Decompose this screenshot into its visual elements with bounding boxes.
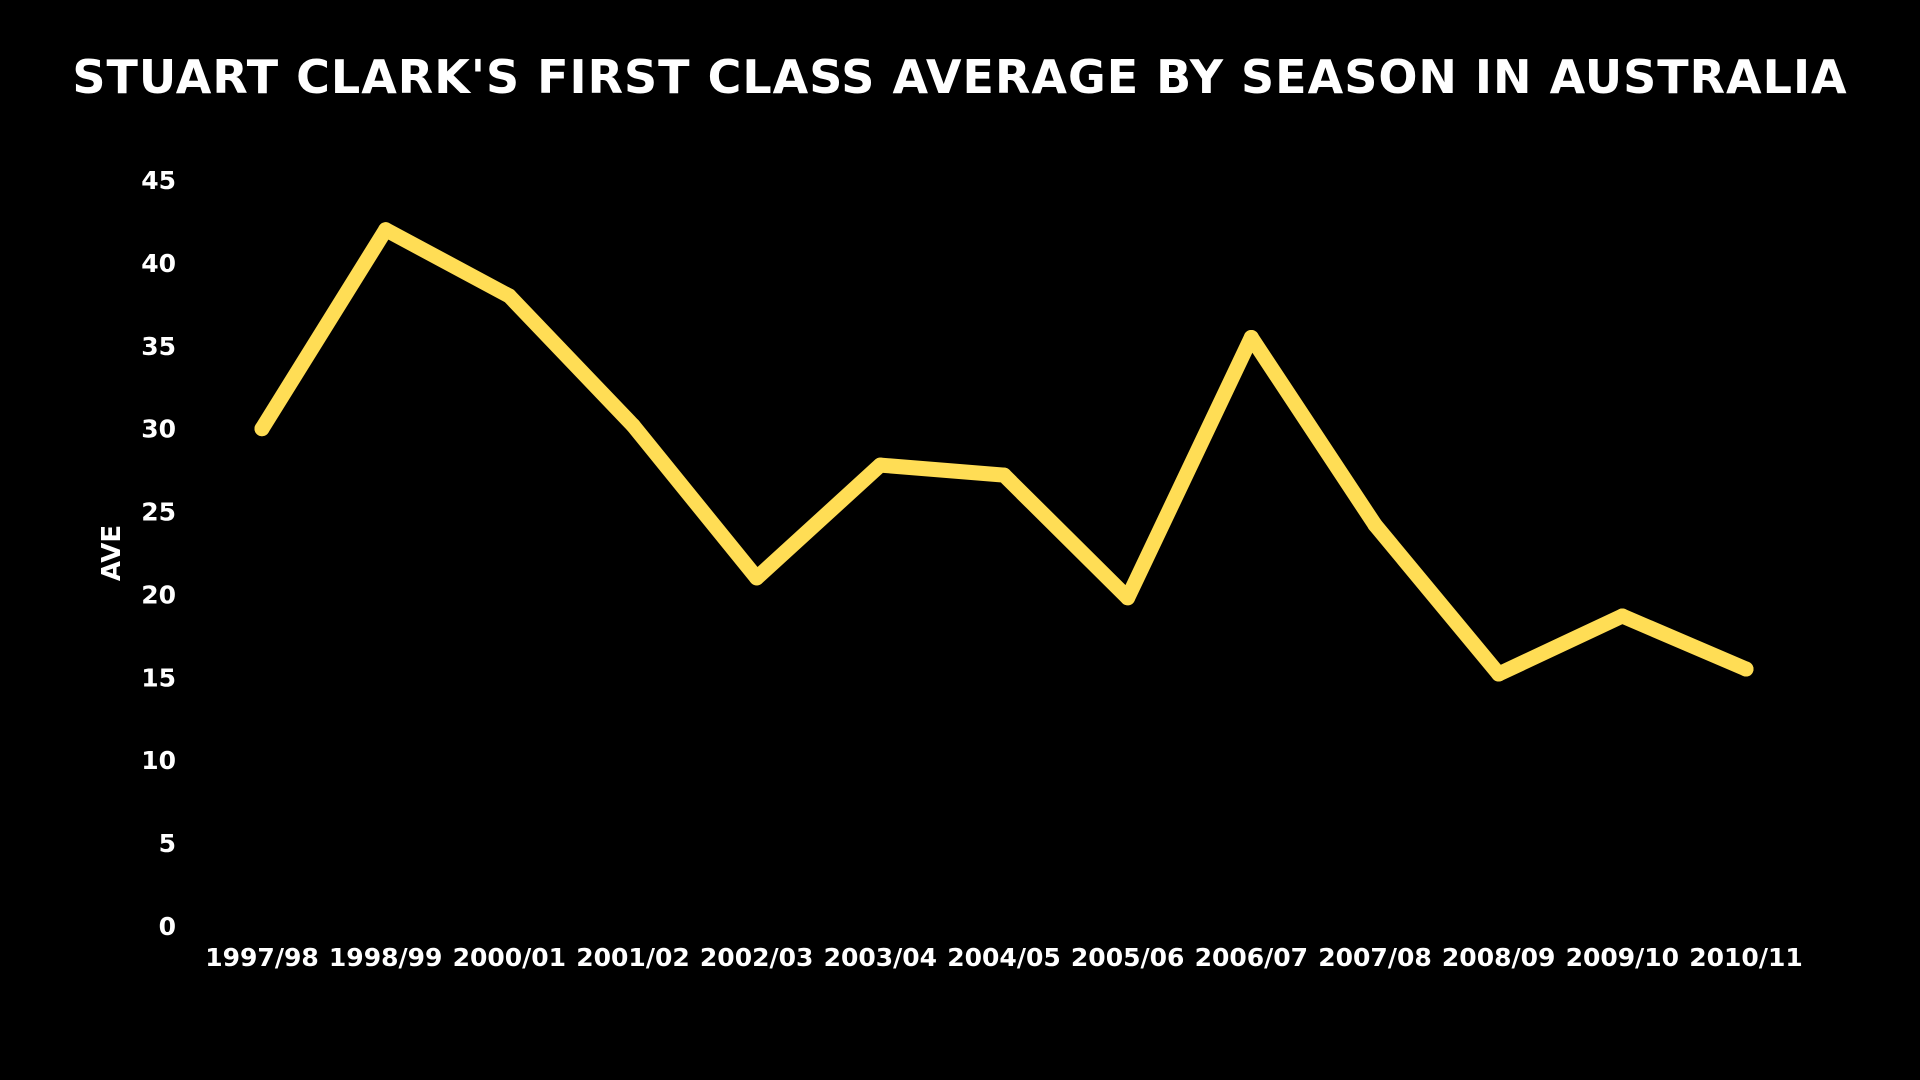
data-point — [1491, 666, 1507, 682]
y-tick-label: 45 — [141, 166, 176, 195]
data-point — [254, 421, 270, 437]
y-tick-label: 25 — [141, 498, 176, 527]
x-axis-ticks: 1997/98 1998/99 2000/01 2001/02 2002/03 2003/… — [205, 943, 1803, 972]
data-point — [1367, 517, 1383, 533]
data-point — [1243, 329, 1259, 345]
data-point — [1738, 661, 1754, 677]
x-tick-label: 2004/05 — [947, 943, 1061, 972]
data-point — [1120, 590, 1136, 606]
data-point — [996, 467, 1012, 483]
y-tick-label: 40 — [141, 249, 176, 278]
x-tick-label: 1997/98 — [205, 943, 319, 972]
x-tick-label: 2005/06 — [1071, 943, 1185, 972]
y-tick-label: 10 — [141, 746, 176, 775]
data-point — [501, 288, 517, 304]
y-axis-label: AVE — [97, 525, 127, 581]
y-tick-label: 30 — [141, 415, 176, 444]
data-point — [378, 222, 394, 238]
x-tick-label: 2007/08 — [1318, 943, 1432, 972]
data-point — [625, 417, 641, 433]
data-point — [872, 457, 888, 473]
series-line — [254, 222, 1754, 682]
y-tick-label: 5 — [159, 829, 176, 858]
x-tick-label: 1998/99 — [329, 943, 443, 972]
x-tick-label: 2000/01 — [453, 943, 567, 972]
x-tick-label: 2010/11 — [1689, 943, 1803, 972]
x-tick-label: 2001/02 — [576, 943, 690, 972]
x-tick-label: 2006/07 — [1195, 943, 1309, 972]
y-tick-label: 35 — [141, 332, 176, 361]
chart-title: Stuart Clark's First Class Average by Se… — [72, 50, 1847, 104]
x-tick-label: 2002/03 — [700, 943, 814, 972]
data-point — [1614, 608, 1630, 624]
x-tick-label: 2003/04 — [824, 943, 938, 972]
series-layer — [254, 222, 1754, 682]
data-point — [749, 570, 765, 586]
x-tick-label: 2009/10 — [1566, 943, 1680, 972]
y-axis-ticks: 0 5 10 15 20 25 30 35 40 45 — [141, 166, 176, 941]
y-tick-label: 20 — [141, 580, 176, 609]
y-tick-label: 0 — [159, 912, 176, 941]
x-tick-label: 2008/09 — [1442, 943, 1556, 972]
y-tick-label: 15 — [141, 663, 176, 692]
